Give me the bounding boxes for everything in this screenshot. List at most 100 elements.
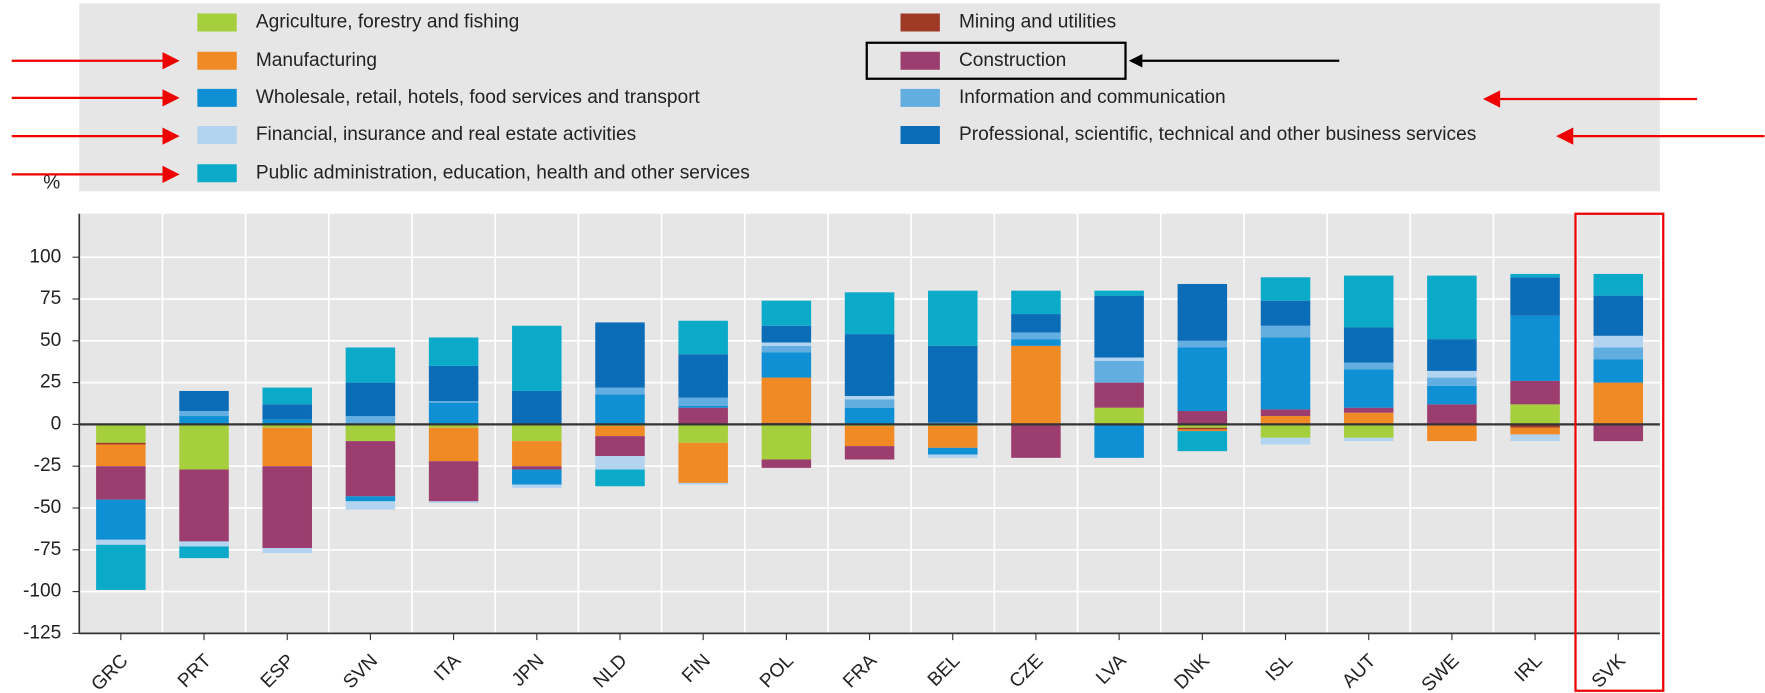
bar-segment: [179, 541, 229, 547]
legend-box: [79, 3, 1660, 192]
bar-segment: [512, 466, 562, 470]
legend-swatch: [900, 88, 940, 107]
bar-segment: [678, 442, 728, 483]
legend-swatch: [197, 88, 237, 107]
x-tick-label: ISL: [1262, 650, 1297, 685]
bar-segment: [1510, 434, 1560, 442]
bar-segment: [96, 466, 146, 500]
bar-segment: [1094, 382, 1144, 408]
bar-segment: [1177, 431, 1228, 452]
y-axis-label: %: [43, 172, 60, 193]
bar-segment: [678, 397, 728, 407]
x-tick-label: SVN: [339, 650, 382, 693]
bar-segment: [1343, 275, 1394, 328]
legend-swatch: [900, 126, 940, 144]
bar-segment: [928, 454, 978, 458]
bar-segment: [595, 387, 645, 395]
bar-segment: [345, 496, 396, 502]
bar-segment: [1510, 273, 1560, 278]
bar-segment: [1510, 277, 1560, 316]
y-tick-label: 100: [29, 246, 61, 267]
bar-segment: [179, 469, 229, 542]
bar-segment: [678, 354, 728, 398]
bar-segment: [1343, 412, 1394, 425]
bar-segment: [96, 499, 146, 540]
bar-segment: [1094, 424, 1144, 458]
bar-segment: [1260, 416, 1311, 425]
bar-segment: [262, 548, 312, 554]
x-tick-label: AUT: [1338, 650, 1380, 692]
bar-segment: [1427, 377, 1477, 386]
bar-segment: [262, 424, 312, 428]
bar-segment: [595, 456, 645, 470]
legend-label: Professional, scientific, technical and …: [959, 124, 1476, 145]
bar-segment: [179, 390, 229, 412]
highlight-box: [1574, 212, 1665, 692]
bar-segment: [96, 539, 146, 545]
bar-segment: [1177, 427, 1228, 430]
bar-segment: [1427, 424, 1477, 442]
bar-segment: [262, 466, 312, 549]
legend-label: Construction: [959, 50, 1066, 71]
legend-swatch: [197, 13, 237, 32]
bar-segment: [512, 424, 562, 442]
bar-segment: [1427, 385, 1477, 405]
bar-segment: [1011, 424, 1061, 458]
bar-segment: [1510, 404, 1560, 425]
bar-segment: [1593, 295, 1644, 336]
x-tick-label: SWE: [1418, 650, 1464, 693]
bar-segment: [1343, 407, 1394, 413]
x-tick-label: LVA: [1092, 650, 1131, 689]
legend-swatch: [900, 51, 940, 70]
bar-segment: [1177, 424, 1228, 428]
bar-segment: [512, 469, 562, 485]
bar-segment: [1011, 290, 1061, 315]
bar-segment: [512, 484, 562, 488]
bar-segment: [1177, 429, 1228, 432]
arrow-head: [1556, 127, 1574, 145]
bar-segment: [428, 501, 479, 503]
bar-segment: [928, 426, 978, 448]
bar-segment: [1260, 424, 1311, 438]
bar-segment: [262, 404, 312, 420]
legend-label: Public administration, education, health…: [256, 162, 750, 183]
bar-segment: [844, 446, 895, 460]
bar-segment: [428, 424, 479, 428]
arrow-head: [1482, 90, 1501, 108]
bar-segment: [595, 322, 645, 388]
bar-segment: [1094, 360, 1144, 383]
bar-segment: [96, 424, 146, 443]
bar-segment: [678, 406, 728, 408]
bar-segment: [179, 416, 229, 425]
arrow-head: [162, 52, 180, 70]
bar-segment: [595, 394, 645, 425]
bar-segment: [844, 399, 895, 408]
x-tick-label: DNK: [1171, 650, 1215, 693]
bar-segment: [179, 411, 229, 417]
bar-segment: [428, 365, 479, 401]
x-tick-label: PRT: [174, 650, 216, 692]
bar-segment: [1177, 347, 1228, 412]
bar-segment: [1593, 359, 1644, 383]
bar-segment: [512, 390, 562, 425]
legend-label: Mining and utilities: [959, 12, 1116, 33]
bar-segment: [1094, 407, 1144, 425]
x-tick-label: FIN: [678, 650, 715, 687]
bar-segment: [678, 320, 728, 355]
y-tick-label: -25: [34, 455, 62, 476]
bar-segment: [595, 469, 645, 487]
y-tick-label: 75: [40, 288, 61, 309]
bar-segment: [428, 402, 479, 425]
bar-segment: [1094, 290, 1144, 296]
bar-segment: [428, 427, 479, 462]
bar-segment: [1260, 437, 1311, 445]
bar-segment: [345, 347, 396, 383]
legend-swatch: [197, 51, 237, 70]
bar-segment: [96, 544, 146, 590]
bar-segment: [1593, 424, 1644, 442]
bar-segment: [1427, 275, 1477, 340]
arrow-head: [162, 127, 180, 145]
x-tick-label: SVK: [1588, 650, 1630, 692]
bar-segment: [1011, 332, 1061, 340]
